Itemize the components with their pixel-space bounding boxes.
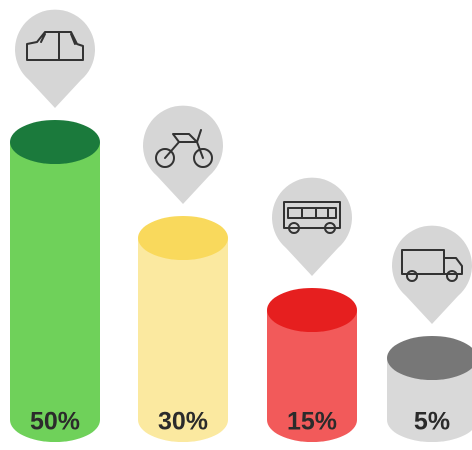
value-label: 5% [414, 408, 450, 436]
vehicle-icon [401, 249, 463, 282]
bar-group [138, 216, 228, 442]
bar-top [10, 120, 100, 164]
vehicle-icon [283, 201, 341, 234]
value-label: 30% [158, 408, 208, 436]
bar-group [267, 288, 357, 442]
bar-group [10, 120, 100, 442]
bar [138, 238, 228, 442]
bar [387, 358, 472, 442]
bar-top [387, 336, 472, 380]
value-label: 15% [287, 408, 337, 436]
pin [142, 105, 224, 204]
bar-top [267, 288, 357, 332]
bar [10, 142, 100, 442]
bar [267, 310, 357, 442]
pin [14, 9, 95, 108]
value-label: 50% [30, 408, 80, 436]
vehicle-icon [155, 129, 213, 168]
bar-top [138, 216, 228, 260]
vehicle-icon [26, 31, 84, 61]
bar-group [387, 336, 472, 442]
